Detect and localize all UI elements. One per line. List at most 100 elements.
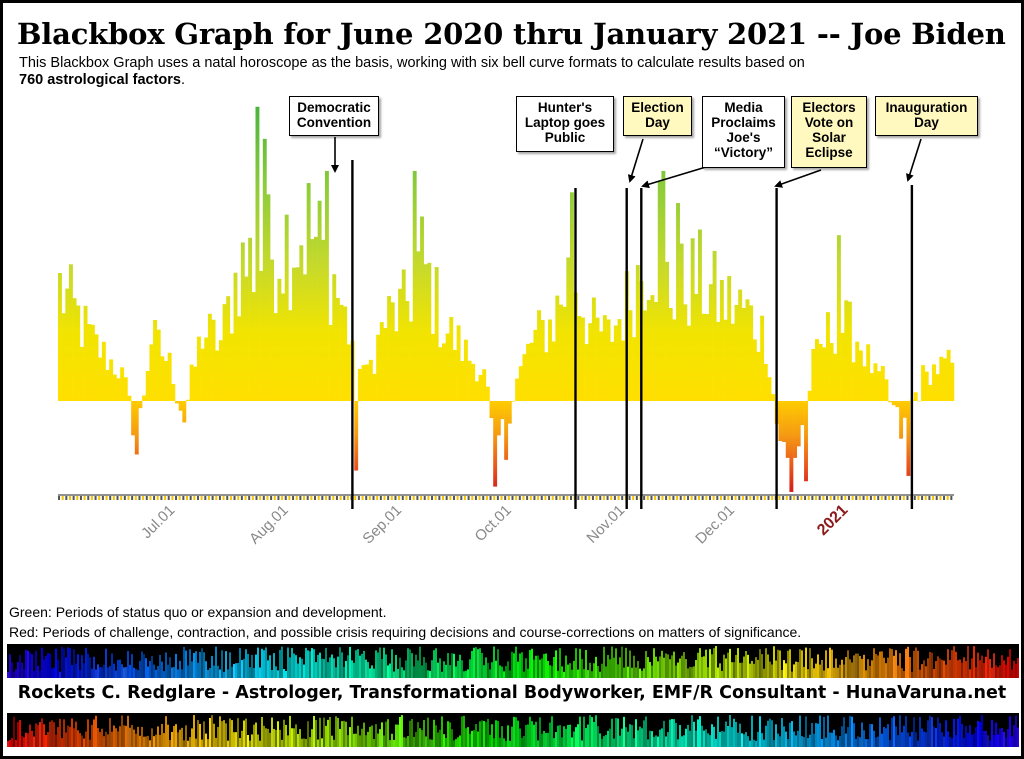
spectrum-stripe [809,734,811,747]
spectrum-stripe [697,652,699,678]
spectrum-stripe [347,735,349,747]
spectrum-stripe [911,731,913,747]
spectrum-stripe [673,719,675,747]
spectrum-stripe [91,668,93,678]
event-annotation: Hunter's Laptop goes Public [516,96,614,152]
spectrum-stripe [747,654,749,678]
bar [515,378,520,401]
spectrum-stripe [927,720,929,747]
spectrum-stripe [865,739,867,747]
spectrum-stripe [389,663,391,678]
spectrum-stripe [583,669,585,678]
spectrum-stripe [841,659,843,678]
spectrum-stripe [611,718,613,747]
spectrum-stripe [791,721,793,747]
spectrum-stripe [49,653,51,678]
bar [672,319,677,401]
spectrum-stripe [899,653,901,678]
spectrum-stripe [433,719,435,747]
timeline-tick [588,496,591,500]
timeline-tick [328,496,331,500]
bar [836,235,841,401]
spectrum-stripe [241,730,243,747]
timeline-tick [178,496,181,500]
bar [716,321,721,401]
spectrum-stripe [45,735,47,747]
timeline-tick [932,496,935,500]
timeline-tick [708,496,711,500]
bar [200,348,205,401]
spectrum-stripe [853,655,855,678]
bar [273,313,278,401]
bar [767,377,772,401]
bar [398,288,403,401]
spectrum-stripe [185,650,187,678]
spectrum-stripe [805,716,807,747]
spectrum-stripe [249,740,251,747]
bar [438,347,443,401]
spectrum-stripe [561,666,563,678]
bar [580,317,585,401]
timeline-tick [650,496,653,500]
bar [156,329,161,401]
spectrum-stripe [607,730,609,747]
spectrum-stripe [733,662,735,678]
spectrum-stripe [189,649,191,678]
bar [131,401,136,436]
spectrum-stripe [197,662,199,678]
timeline-tick [591,496,594,500]
spectrum-stripe [419,646,421,678]
spectrum-stripe [503,671,505,678]
x-tick-label: Aug.01 [246,502,292,548]
timeline-tick [928,496,931,500]
spectrum-stripe [777,649,779,678]
spectrum-stripe [601,738,603,747]
spectrum-stripe [541,733,543,747]
spectrum-stripe [785,731,787,747]
spectrum-stripe [221,650,223,678]
spectrum-stripe [343,720,345,747]
spectrum-stripe [343,666,345,678]
spectrum-stripe [895,726,897,747]
spectrum-stripe [217,665,219,678]
spectrum-stripe [831,649,833,678]
spectrum-stripe [7,740,9,747]
bar [694,293,699,401]
bar [211,319,216,401]
spectrum-stripe [151,656,153,678]
timeline-tick [654,496,657,500]
spectrum-stripe [51,668,53,678]
spectrum-stripe [727,652,729,678]
spectrum-stripe [575,648,577,678]
spectrum-stripe [917,650,919,678]
timeline-tick [635,496,638,500]
spectrum-stripe [455,739,457,747]
spectrum-stripe [353,733,355,747]
timeline-tick [101,496,104,500]
spectrum-stripe [595,656,597,678]
spectrum-stripe [539,717,541,747]
bar [818,343,823,401]
timeline-tick [171,496,174,500]
timeline-tick [763,496,766,500]
spectrum-stripe [31,654,33,678]
spectrum-stripe [49,721,51,747]
bar [946,349,951,401]
spectrum-stripe [397,668,399,678]
spectrum-stripe [163,733,165,747]
spectrum-stripe [969,725,971,747]
spectrum-stripe [719,732,721,747]
spectrum-stripe [41,718,43,747]
spectrum-stripe [279,729,281,747]
spectrum-stripe [851,716,853,747]
spectrum-stripe [187,665,189,678]
spectrum-stripe [477,649,479,678]
bar [701,313,706,401]
spectrum-stripe [795,661,797,678]
spectrum-stripe [543,730,545,747]
spectrum-stripe [99,667,101,678]
spectrum-stripe [45,655,47,678]
spectrum-stripe [713,648,715,678]
legend-green: Green: Periods of status quo or expansio… [9,604,387,620]
spectrum-stripe [955,735,957,747]
